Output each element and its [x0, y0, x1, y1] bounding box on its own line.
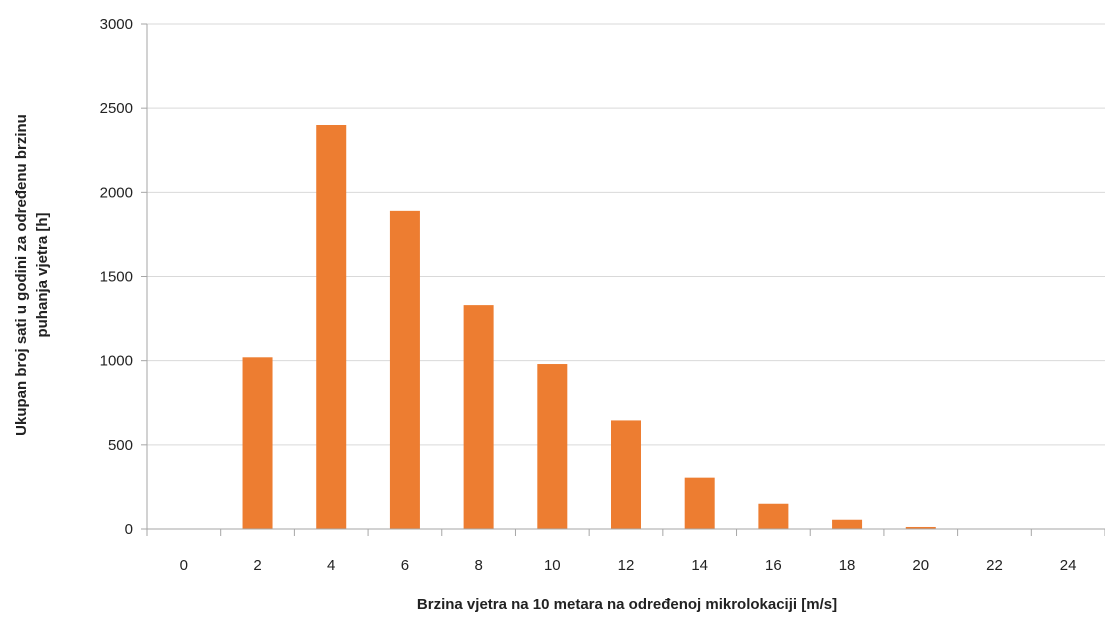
bar-16 — [758, 503, 789, 529]
x-tick-label: 0 — [180, 557, 188, 574]
x-tick-label: 2 — [253, 557, 261, 574]
x-tick-label: 4 — [327, 557, 335, 574]
x-tick-label: 20 — [912, 557, 929, 574]
x-tick-label: 16 — [765, 557, 782, 574]
y-tick-label: 3000 — [100, 16, 133, 33]
x-tick-label: 6 — [401, 557, 409, 574]
x-tick-label: 18 — [839, 557, 856, 574]
y-axis-title: Ukupan broj sati u godini za određenu br… — [13, 114, 51, 436]
y-tick-label: 2000 — [100, 184, 133, 201]
axes — [141, 23, 1105, 536]
x-tick-label: 22 — [986, 557, 1003, 574]
bars — [242, 125, 936, 529]
bar-14 — [684, 477, 715, 529]
x-tick-labels: 0 2 4 6 8 10 12 14 16 18 20 22 24 — [180, 557, 1077, 574]
x-tick-label: 10 — [544, 557, 561, 574]
y-axis-title-line-1: Ukupan broj sati u godini za određenu br… — [13, 114, 30, 436]
y-tick-label: 500 — [108, 437, 133, 454]
x-tick-label: 12 — [618, 557, 635, 574]
y-tick-label: 0 — [125, 521, 133, 538]
bar-4 — [316, 125, 347, 529]
gridlines — [147, 23, 1105, 446]
bar-20 — [905, 526, 936, 529]
y-axis-title-line-2: puhanja vjetra [h] — [34, 212, 51, 337]
y-tick-label: 1000 — [100, 353, 133, 370]
x-axis-title: Brzina vjetra na 10 metara na određenoj … — [417, 596, 837, 613]
bar-10 — [537, 364, 568, 529]
y-tick-labels: 0 500 1000 1500 2000 2500 3000 — [100, 16, 133, 538]
y-tick-label: 1500 — [100, 269, 133, 286]
x-tick-label: 8 — [474, 557, 482, 574]
bar-6 — [389, 210, 420, 529]
bar-12 — [611, 420, 641, 529]
bar-2 — [242, 357, 273, 529]
bar-8 — [463, 305, 494, 529]
x-tick-label: 24 — [1060, 557, 1077, 574]
x-tick-label: 14 — [691, 557, 708, 574]
y-tick-label: 2500 — [100, 100, 133, 117]
bar-18 — [832, 519, 863, 529]
